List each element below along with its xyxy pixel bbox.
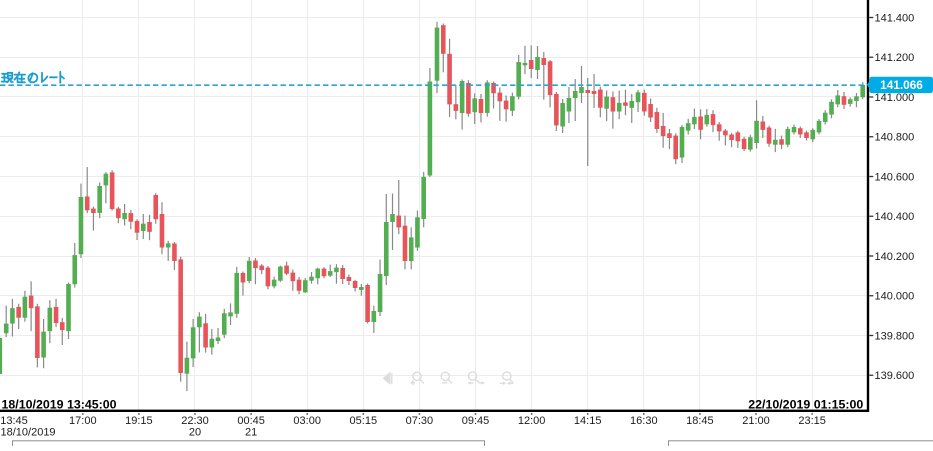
svg-text:16:30: 16:30 [630,415,658,427]
svg-text:03:00: 03:00 [293,415,321,427]
svg-text:17:00: 17:00 [69,415,97,427]
svg-text:05:15: 05:15 [350,415,378,427]
svg-text:139.800: 139.800 [875,330,915,342]
svg-text:141.066: 141.066 [880,78,923,92]
svg-text:21:00: 21:00 [742,415,770,427]
svg-text:141.200: 141.200 [875,52,915,64]
svg-text:18/10/2019: 18/10/2019 [1,426,56,438]
svg-text:140.800: 140.800 [875,132,915,144]
svg-text:14:15: 14:15 [574,415,602,427]
svg-text:140.200: 140.200 [875,251,915,263]
svg-text:141.000: 141.000 [875,92,915,104]
svg-text:20: 20 [189,426,201,438]
svg-text:140.600: 140.600 [875,171,915,183]
svg-text:140.000: 140.000 [875,291,915,303]
svg-text:23:15: 23:15 [798,415,826,427]
svg-text:139.600: 139.600 [875,370,915,382]
svg-text:07:30: 07:30 [406,415,434,427]
svg-text:19:15: 19:15 [125,415,153,427]
svg-text:18/10/2019 13:45:00: 18/10/2019 13:45:00 [2,398,117,412]
svg-text:21: 21 [245,426,257,438]
svg-text:140.400: 140.400 [875,211,915,223]
svg-text:09:45: 09:45 [462,415,490,427]
svg-text:22/10/2019 01:15:00: 22/10/2019 01:15:00 [748,398,863,412]
svg-text:22:30: 22:30 [181,415,209,427]
svg-text:13:45: 13:45 [0,415,28,427]
svg-text:00:45: 00:45 [237,415,265,427]
svg-text:12:00: 12:00 [518,415,546,427]
svg-text:141.400: 141.400 [875,12,915,24]
svg-text:18:45: 18:45 [686,415,714,427]
